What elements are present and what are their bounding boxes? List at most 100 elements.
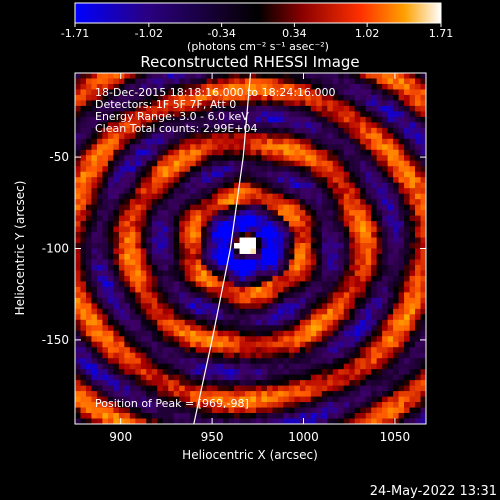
heatmap-cell <box>91 319 98 326</box>
heatmap-cell <box>239 94 246 101</box>
heatmap-cell <box>135 363 142 370</box>
heatmap-cell <box>332 380 339 387</box>
heatmap-cell <box>415 292 421 299</box>
heatmap-cell <box>184 286 191 293</box>
heatmap-cell <box>206 385 213 392</box>
heatmap-cell <box>201 286 208 293</box>
heatmap-cell <box>75 259 81 266</box>
heatmap-cell <box>376 286 383 293</box>
heatmap-cell <box>415 155 421 162</box>
heatmap-cell <box>283 177 290 184</box>
heatmap-cell <box>245 325 251 332</box>
heatmap-cell <box>316 105 323 112</box>
heatmap-cell <box>234 363 240 370</box>
heatmap-cell <box>354 303 361 310</box>
heatmap-cell <box>157 160 164 167</box>
heatmap-cell <box>102 171 109 178</box>
heatmap-cell <box>310 243 317 249</box>
heatmap-cell <box>376 193 383 200</box>
heatmap-cell <box>288 226 295 233</box>
heatmap-cell <box>316 232 323 238</box>
heatmap-cell <box>272 336 279 343</box>
heatmap-cell <box>299 215 306 222</box>
heatmap-cell <box>140 275 147 282</box>
heatmap-cell <box>393 248 399 255</box>
heatmap-cell <box>146 314 153 321</box>
heatmap-cell <box>118 100 125 107</box>
heatmap-cell <box>299 275 306 282</box>
heatmap-cell <box>294 243 301 249</box>
heatmap-cell <box>195 138 202 145</box>
heatmap-cell <box>234 111 240 118</box>
heatmap-cell <box>245 402 251 408</box>
heatmap-cell <box>212 308 218 315</box>
heatmap-cell <box>371 391 378 397</box>
heatmap-cell <box>272 319 279 326</box>
heatmap-cell <box>113 297 120 304</box>
heatmap-cell <box>404 160 410 167</box>
heatmap-cell <box>338 210 345 216</box>
heatmap-cell <box>255 281 262 288</box>
heatmap-cell <box>217 363 224 370</box>
heatmap-cell <box>299 253 306 260</box>
heatmap-cell <box>173 144 180 151</box>
heatmap-cell <box>151 402 158 408</box>
heatmap-cell <box>190 407 197 414</box>
heatmap-cell <box>404 402 410 408</box>
heatmap-cell <box>107 155 114 162</box>
heatmap-cell <box>404 374 410 381</box>
heatmap-cell <box>206 182 213 189</box>
heatmap-cell <box>332 418 339 424</box>
heatmap-cell <box>124 111 131 118</box>
heatmap-cell <box>266 100 273 107</box>
heatmap-cell <box>206 210 213 216</box>
heatmap-cell <box>85 94 92 101</box>
heatmap-cell <box>239 248 246 255</box>
heatmap-cell <box>261 133 268 140</box>
heatmap-cell <box>157 127 164 134</box>
heatmap-cell <box>376 171 383 178</box>
heatmap-cell <box>360 248 367 255</box>
heatmap-cell <box>387 402 394 408</box>
heatmap-cell <box>398 341 405 348</box>
heatmap-cell <box>91 402 98 408</box>
heatmap-cell <box>157 221 164 227</box>
heatmap-cell <box>80 292 87 299</box>
heatmap-cell <box>239 138 246 145</box>
heatmap-cell <box>310 391 317 397</box>
heatmap-cell <box>387 160 394 167</box>
heatmap-cell <box>376 215 383 222</box>
heatmap-cell <box>338 160 345 167</box>
heatmap-cell <box>272 347 279 354</box>
heatmap-cell <box>206 171 213 178</box>
heatmap-cell <box>288 374 295 381</box>
heatmap-cell <box>135 78 142 85</box>
heatmap-cell <box>387 363 394 370</box>
heatmap-cell <box>151 237 158 244</box>
heatmap-cell <box>349 100 356 107</box>
heatmap-cell <box>365 336 372 343</box>
heatmap-cell <box>118 358 125 365</box>
heatmap-cell <box>321 363 328 370</box>
heatmap-cell <box>102 160 109 167</box>
heatmap-cell <box>409 358 416 365</box>
heatmap-cell <box>201 369 208 376</box>
heatmap-cell <box>398 402 405 408</box>
heatmap-cell <box>393 226 399 233</box>
heatmap-cell <box>305 308 312 315</box>
heatmap-cell <box>415 358 421 365</box>
heatmap-cell <box>321 380 328 387</box>
heatmap-cell <box>343 363 350 370</box>
heatmap-cell <box>217 352 224 359</box>
heatmap-cell <box>107 133 114 140</box>
heatmap-cell <box>354 83 361 90</box>
heatmap-cell <box>217 243 224 249</box>
heatmap-cell <box>168 341 175 348</box>
heatmap-cell <box>102 215 109 222</box>
heatmap-cell <box>135 418 142 424</box>
heatmap-cell <box>129 73 136 79</box>
heatmap-cell <box>162 243 169 249</box>
heatmap-cell <box>299 303 306 310</box>
heatmap-cell <box>255 155 262 162</box>
heatmap-cell <box>75 281 81 288</box>
